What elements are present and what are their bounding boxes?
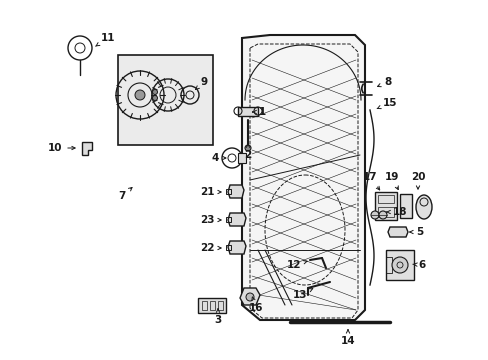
Circle shape bbox=[244, 145, 250, 151]
Text: 5: 5 bbox=[409, 227, 423, 237]
Bar bbox=[202, 301, 206, 310]
Text: 16: 16 bbox=[248, 297, 263, 313]
Text: 14: 14 bbox=[340, 330, 355, 346]
Polygon shape bbox=[387, 227, 407, 237]
Circle shape bbox=[370, 211, 378, 219]
Bar bbox=[377, 207, 393, 217]
Text: 17: 17 bbox=[362, 172, 379, 190]
Polygon shape bbox=[227, 241, 245, 254]
Bar bbox=[218, 301, 223, 310]
Text: 20: 20 bbox=[410, 172, 425, 189]
Circle shape bbox=[152, 90, 157, 94]
Bar bbox=[118, 55, 213, 145]
Circle shape bbox=[152, 95, 157, 100]
Text: 3: 3 bbox=[214, 309, 221, 325]
Text: 9: 9 bbox=[195, 77, 207, 90]
Bar bbox=[209, 301, 215, 310]
Text: 15: 15 bbox=[376, 98, 396, 109]
Text: 19: 19 bbox=[384, 172, 398, 190]
Polygon shape bbox=[227, 213, 245, 226]
Polygon shape bbox=[240, 288, 260, 305]
Circle shape bbox=[245, 293, 253, 301]
Polygon shape bbox=[242, 35, 364, 320]
Bar bbox=[238, 107, 258, 116]
Bar bbox=[399, 194, 411, 218]
Bar bbox=[374, 192, 396, 220]
Text: 21: 21 bbox=[199, 187, 221, 197]
Text: 1: 1 bbox=[252, 107, 265, 117]
Text: 22: 22 bbox=[199, 243, 221, 253]
Text: 10: 10 bbox=[48, 143, 75, 153]
Text: 12: 12 bbox=[286, 260, 306, 270]
Circle shape bbox=[135, 90, 145, 100]
Bar bbox=[225, 245, 230, 250]
Polygon shape bbox=[227, 185, 244, 198]
Text: 4: 4 bbox=[211, 153, 225, 163]
Bar bbox=[198, 298, 225, 313]
Bar bbox=[238, 153, 245, 163]
Text: 6: 6 bbox=[412, 260, 425, 270]
Text: 2: 2 bbox=[244, 144, 251, 160]
Ellipse shape bbox=[415, 195, 431, 219]
Circle shape bbox=[378, 211, 386, 219]
Circle shape bbox=[391, 257, 407, 273]
Bar bbox=[385, 257, 391, 273]
Bar bbox=[225, 217, 230, 222]
Bar bbox=[377, 195, 393, 203]
Polygon shape bbox=[82, 142, 92, 155]
Text: 11: 11 bbox=[96, 33, 115, 46]
Text: 18: 18 bbox=[386, 207, 407, 217]
Text: 23: 23 bbox=[199, 215, 221, 225]
Text: 8: 8 bbox=[377, 77, 391, 87]
Bar bbox=[225, 189, 230, 194]
Text: 13: 13 bbox=[292, 289, 312, 300]
Bar bbox=[385, 250, 413, 280]
Text: 7: 7 bbox=[118, 188, 132, 201]
